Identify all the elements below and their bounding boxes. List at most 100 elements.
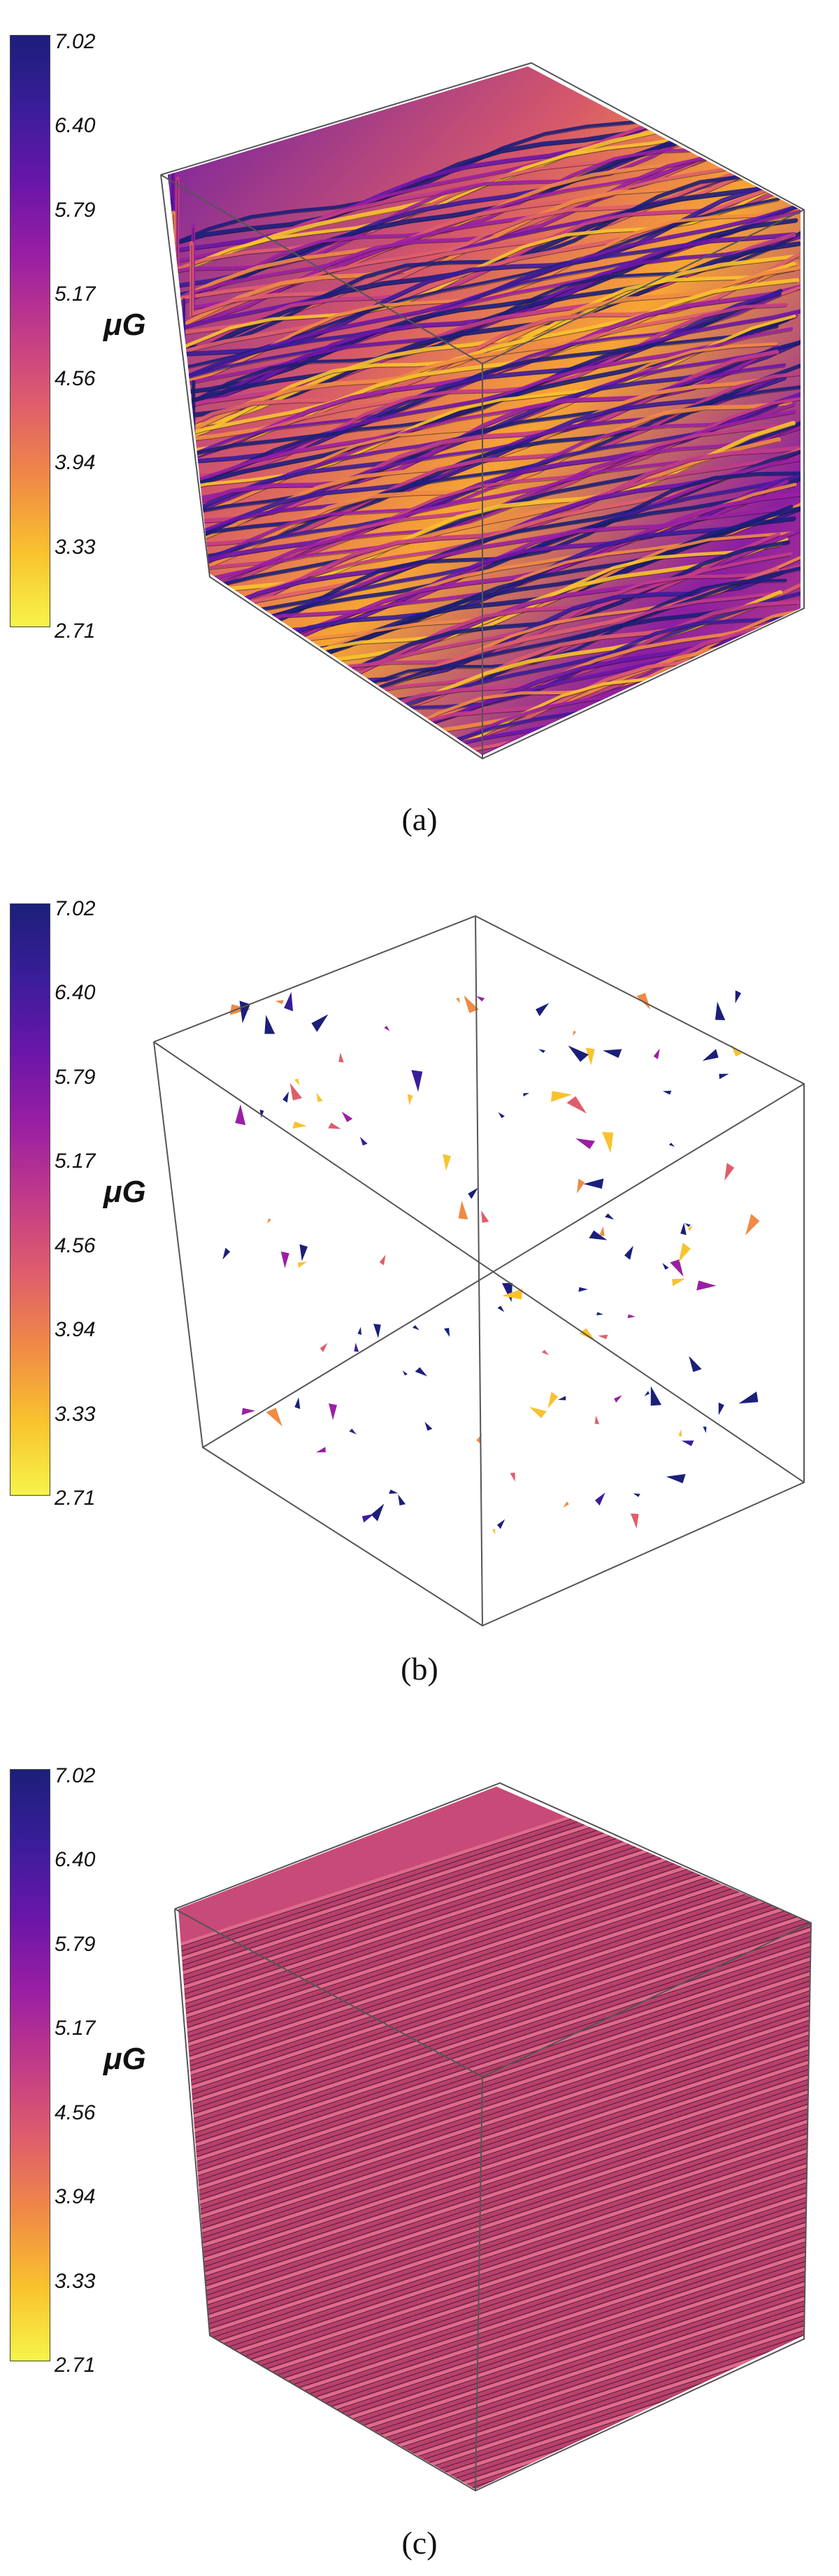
- field-line: [168, 197, 780, 376]
- field-line: [168, 232, 796, 415]
- field-line: [178, 2075, 811, 2296]
- field-lines-c: [178, 1787, 811, 2489]
- field-line-shadow: [178, 2000, 811, 2218]
- field-line-shadow: [178, 2328, 811, 2489]
- field-glyph: [329, 1403, 338, 1420]
- field-glyph: [633, 1493, 640, 1497]
- unit-label-a: μG: [103, 308, 146, 342]
- field-line: [168, 186, 795, 366]
- field-line: [174, 212, 801, 388]
- field-glyph: [719, 1073, 729, 1080]
- field-line-shadow: [178, 2034, 811, 2252]
- field-line-shadow: [178, 2073, 811, 2291]
- field-glyph: [259, 1109, 264, 1118]
- field-line-shadow: [178, 1892, 811, 2110]
- field-glyph: [678, 1429, 682, 1437]
- field-glyph: [476, 996, 485, 1002]
- field-line: [178, 1898, 811, 2119]
- field-line-shadow: [178, 1912, 811, 2130]
- field-line-shadow: [178, 2308, 811, 2489]
- field-line: [178, 1957, 811, 2178]
- tick-label: 5.79: [55, 1933, 96, 1956]
- field-line: [178, 2119, 811, 2340]
- field-glyph: [745, 1214, 760, 1236]
- field-line-shadow: [178, 2108, 811, 2326]
- field-line: [178, 2182, 811, 2403]
- field-line: [178, 2094, 811, 2315]
- field-glyph: [492, 1529, 496, 1535]
- field-glyph: [384, 1026, 390, 1031]
- panel-b: 7.02 6.40 5.79 5.17 4.56 3.94 3.33 2.71 …: [0, 867, 839, 1734]
- field-glyph: [596, 1312, 603, 1316]
- field-glyph: [614, 1395, 622, 1403]
- field-glyph: [662, 1090, 672, 1095]
- field-line: [164, 785, 793, 797]
- field-line: [168, 634, 801, 755]
- field-line-shadow: [178, 1877, 811, 2096]
- tick-label: 2.71: [55, 2354, 96, 2377]
- field-line: [178, 1787, 811, 1953]
- field-glyph: [282, 1091, 289, 1103]
- field-glyph: [703, 1426, 707, 1433]
- field-line-shadow: [178, 1848, 811, 2066]
- field-line-shadow: [178, 2333, 811, 2489]
- tick-label: 3.94: [55, 1318, 96, 1341]
- field-line-shadow: [178, 1956, 811, 2174]
- field-glyph: [481, 1210, 489, 1223]
- cube-frame-c: [174, 1782, 812, 2492]
- field-line: [171, 638, 801, 755]
- field-glyph: [266, 1408, 282, 1426]
- field-glyph: [594, 1415, 600, 1424]
- field-line: [168, 392, 801, 586]
- field-glyph: [402, 1370, 408, 1376]
- field-glyph: [328, 1122, 341, 1129]
- field-glyph: [585, 1047, 595, 1066]
- field-line: [178, 2099, 811, 2320]
- field-line: [184, 606, 801, 755]
- field-glyph: [267, 1217, 271, 1224]
- field-glyph: [603, 1049, 622, 1059]
- field-line-shadow: [178, 2112, 811, 2331]
- caption-c: (c): [401, 2525, 438, 2561]
- field-line: [178, 1938, 811, 2159]
- field-glyph: [624, 1245, 633, 1260]
- panel-a: 7.02 6.40 5.79 5.17 4.56 3.94 3.33 2.71 …: [0, 0, 839, 867]
- field-line: [168, 98, 780, 277]
- field-line-shadow: [178, 2147, 811, 2365]
- field-line: [178, 1864, 811, 2085]
- field-line: [178, 2324, 811, 2489]
- field-glyph: [264, 1015, 275, 1034]
- field-line-shadow: [178, 2029, 811, 2247]
- field-glyph: [578, 1287, 588, 1292]
- field-line: [178, 2011, 811, 2232]
- field-line: [168, 232, 797, 412]
- field-glyph: [735, 990, 742, 1003]
- field-glyph: [239, 1001, 250, 1024]
- field-line: [178, 2339, 811, 2489]
- field-glyph: [731, 1045, 743, 1057]
- field-glyph: [636, 992, 650, 1010]
- field-line: [178, 778, 807, 797]
- field-glyph: [547, 1391, 559, 1409]
- field-line: [178, 2124, 811, 2345]
- panel-c: 7.02 6.40 5.79 5.17 4.56 3.94 3.33 2.71 …: [0, 1734, 839, 2576]
- field-glyph: [529, 1406, 547, 1419]
- field-line: [178, 2109, 811, 2330]
- field-glyph: [572, 1030, 577, 1036]
- colorbar-b: [10, 903, 50, 1496]
- field-line: [168, 753, 784, 755]
- unit-label-c: μG: [103, 2042, 146, 2076]
- field-glyphs-b: [222, 990, 760, 1535]
- field-glyph: [599, 1226, 605, 1237]
- field-line-shadow: [178, 2098, 811, 2316]
- field-glyph: [371, 1503, 385, 1522]
- field-line: [168, 155, 786, 335]
- field-line: [178, 2016, 811, 2237]
- field-glyph: [627, 1314, 636, 1319]
- field-line: [168, 317, 795, 494]
- field-line: [178, 2089, 811, 2310]
- cube-frame-a: [160, 62, 805, 760]
- field-glyph: [235, 1104, 246, 1126]
- field-glyph: [724, 1163, 735, 1181]
- field-glyph: [299, 1244, 308, 1261]
